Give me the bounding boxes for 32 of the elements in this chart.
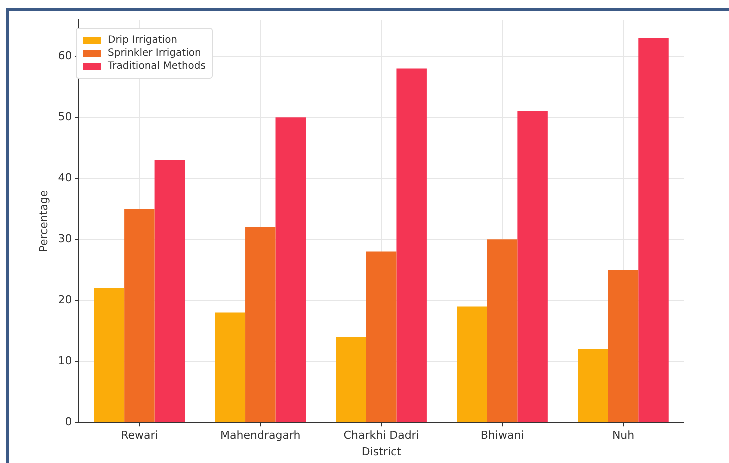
bar (154, 160, 186, 422)
bar (215, 312, 246, 422)
legend-label: Sprinkler Irrigation (108, 48, 202, 59)
bar (94, 288, 125, 422)
bar (578, 349, 608, 422)
bar (276, 118, 306, 422)
legend-label: Drip Irrigation (108, 35, 178, 46)
bar (638, 38, 669, 422)
bar (366, 252, 397, 422)
bar (518, 112, 548, 422)
y-tick-label: 0 (65, 415, 72, 428)
y-tick-label: 60 (58, 49, 72, 62)
x-tick-label: Charkhi Dadri (344, 429, 420, 442)
y-tick-label: 20 (58, 293, 72, 306)
x-tick-label: Bhiwani (480, 429, 524, 442)
bar (457, 306, 488, 422)
y-tick-label: 30 (58, 232, 72, 246)
x-tick-label: Rewari (121, 429, 158, 442)
bar (124, 209, 155, 422)
y-tick-label: 50 (58, 110, 72, 124)
x-tick-label: Nuh (612, 429, 635, 442)
y-axis-title: Percentage (37, 190, 50, 252)
bar (246, 227, 276, 422)
x-tick-label: Mahendragarh (220, 429, 301, 442)
legend-label: Traditional Methods (108, 61, 206, 72)
bar (396, 68, 427, 422)
y-tick-label: 10 (58, 354, 72, 368)
bar (608, 270, 639, 422)
bar (336, 337, 366, 422)
y-tick-label: 40 (58, 171, 72, 184)
x-axis-title: District (362, 445, 402, 458)
bar (487, 240, 518, 422)
